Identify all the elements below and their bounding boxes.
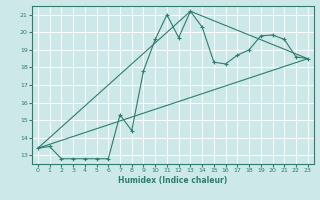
X-axis label: Humidex (Indice chaleur): Humidex (Indice chaleur) <box>118 176 228 185</box>
